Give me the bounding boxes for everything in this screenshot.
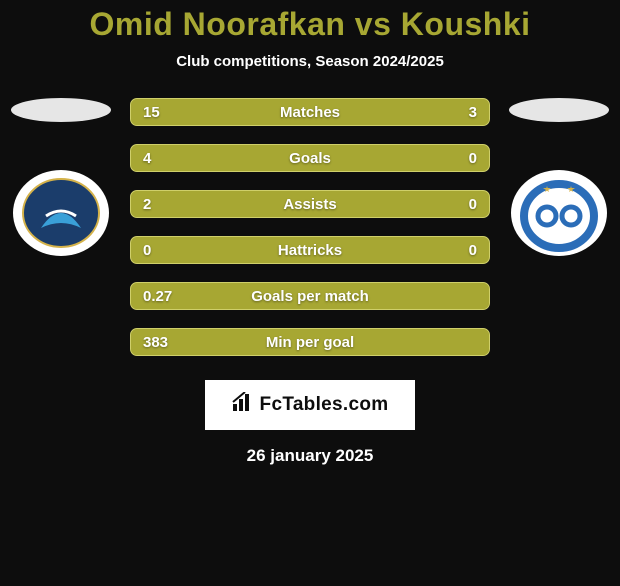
bar-left-value: 0 xyxy=(143,242,151,259)
bar-label: Hattricks xyxy=(278,242,342,259)
bar-left-value: 0.27 xyxy=(143,288,172,305)
right-player-col xyxy=(506,98,612,258)
left-player-col xyxy=(8,98,114,258)
stat-bar: 0.27 Goals per match xyxy=(130,282,490,310)
comparison-subtitle: Club competitions, Season 2024/2025 xyxy=(0,53,620,70)
stat-bar: 2 Assists 0 xyxy=(130,190,490,218)
left-club-logo xyxy=(11,168,111,258)
stat-bar: 383 Min per goal xyxy=(130,328,490,356)
bar-right-value: 3 xyxy=(469,104,477,121)
right-player-silhouette xyxy=(509,98,609,122)
bar-right-value: 0 xyxy=(469,196,477,213)
left-club-badge-icon xyxy=(11,168,111,258)
stat-bars: 15 Matches 3 4 Goals 0 2 Assists 0 0 Hattricks 0 0.2… xyxy=(130,98,490,356)
bar-label: Goals xyxy=(289,150,331,167)
comparison-row: 15 Matches 3 4 Goals 0 2 Assists 0 0 Hattricks 0 0.2… xyxy=(0,98,620,356)
right-club-badge-icon xyxy=(509,168,609,258)
bar-right-value: 0 xyxy=(469,242,477,259)
bar-left-value: 383 xyxy=(143,334,168,351)
bar-left-value: 2 xyxy=(143,196,151,213)
date-line: 26 january 2025 xyxy=(0,446,620,466)
bar-right-value: 0 xyxy=(469,150,477,167)
bar-label: Min per goal xyxy=(266,334,354,351)
bar-label: Goals per match xyxy=(251,288,369,305)
brand-box: FcTables.com xyxy=(205,380,415,430)
brand-text: FcTables.com xyxy=(260,394,389,416)
bar-label: Assists xyxy=(283,196,336,213)
stat-bar: 4 Goals 0 xyxy=(130,144,490,172)
comparison-title: Omid Noorafkan vs Koushki xyxy=(0,6,620,43)
bar-left-value: 4 xyxy=(143,150,151,167)
bar-left-value: 15 xyxy=(143,104,160,121)
stat-bar: 15 Matches 3 xyxy=(130,98,490,126)
right-club-logo xyxy=(509,168,609,258)
brand-chart-icon xyxy=(232,392,254,418)
stat-bar: 0 Hattricks 0 xyxy=(130,236,490,264)
left-player-silhouette xyxy=(11,98,111,122)
bar-fill-left xyxy=(131,99,382,125)
bar-label: Matches xyxy=(280,104,340,121)
